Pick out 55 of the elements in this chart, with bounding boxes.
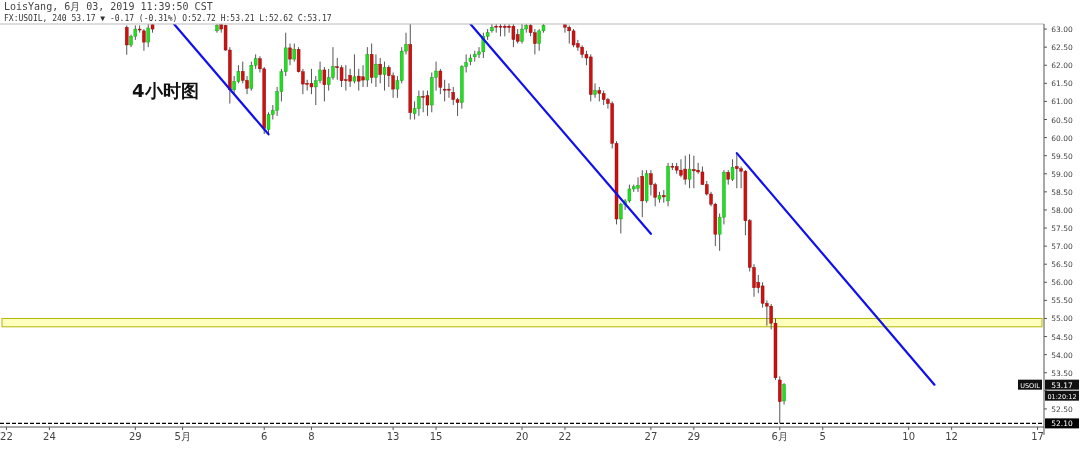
candlestick <box>563 24 567 34</box>
x-tick-label: 24 <box>43 431 56 442</box>
candlestick <box>352 53 357 84</box>
candlestick <box>520 24 524 45</box>
candlestick <box>683 155 687 186</box>
candlestick <box>292 43 296 63</box>
candlestick <box>249 61 254 92</box>
candlestick <box>636 176 640 193</box>
x-tick-label: 29 <box>128 431 142 442</box>
x-tick-label: 5 <box>819 431 826 442</box>
candlestick <box>348 68 352 88</box>
candlestick <box>692 155 696 189</box>
candlestick <box>425 90 430 117</box>
chart-subtitle: FX:USOIL, 240 53.17 ▼ -0.17 (-0.31%) O:52.72 H:53.21 L:52.62 C:53.17 <box>4 14 332 23</box>
candlestick <box>571 28 576 48</box>
x-tick-label: 10 <box>902 431 916 442</box>
x-tick-label: 27 <box>644 431 658 442</box>
chart-title: LoisYang, 6月 03, 2019 11:39:50 CST <box>4 1 213 12</box>
x-tick-label: 5月 <box>174 431 191 442</box>
x-tick-label: 12 <box>945 431 958 442</box>
candlestick <box>318 61 322 84</box>
candlestick <box>125 24 129 56</box>
candlestick <box>687 153 692 189</box>
candlestick <box>331 46 335 81</box>
candlestick <box>369 43 374 84</box>
candlestick <box>511 24 516 48</box>
candlestick <box>782 382 786 406</box>
candlestick <box>245 75 249 95</box>
candlestick <box>382 61 387 92</box>
candlestick <box>447 82 451 99</box>
x-tick-label: 20 <box>515 431 529 442</box>
x-tick-label: 13 <box>386 431 400 442</box>
candlestick <box>391 71 395 99</box>
x-tick-label: 6月 <box>771 431 788 442</box>
x-tick-label: 17 <box>1031 431 1044 442</box>
candlestick <box>593 82 597 99</box>
candlestick <box>357 68 361 92</box>
candlestick <box>378 57 382 84</box>
x-tick-label: 8 <box>308 431 315 442</box>
candlestick <box>649 169 653 196</box>
candlestick <box>361 64 365 88</box>
x-tick-label: 6 <box>261 431 268 442</box>
candlestick <box>309 68 314 95</box>
x-tick-label: 29 <box>687 431 701 442</box>
candlestick <box>679 158 683 178</box>
candlestick <box>322 66 327 102</box>
candlestick <box>288 43 292 66</box>
candlestick <box>735 152 739 189</box>
x-tick-label: 22 <box>558 431 572 442</box>
annotation: 4小时图 <box>132 80 199 101</box>
candlestick <box>619 202 623 234</box>
candlestick <box>146 24 150 48</box>
x-tick-label: 15 <box>429 431 443 442</box>
x-tick-label: 22 <box>0 431 13 442</box>
candlestick <box>374 53 378 88</box>
